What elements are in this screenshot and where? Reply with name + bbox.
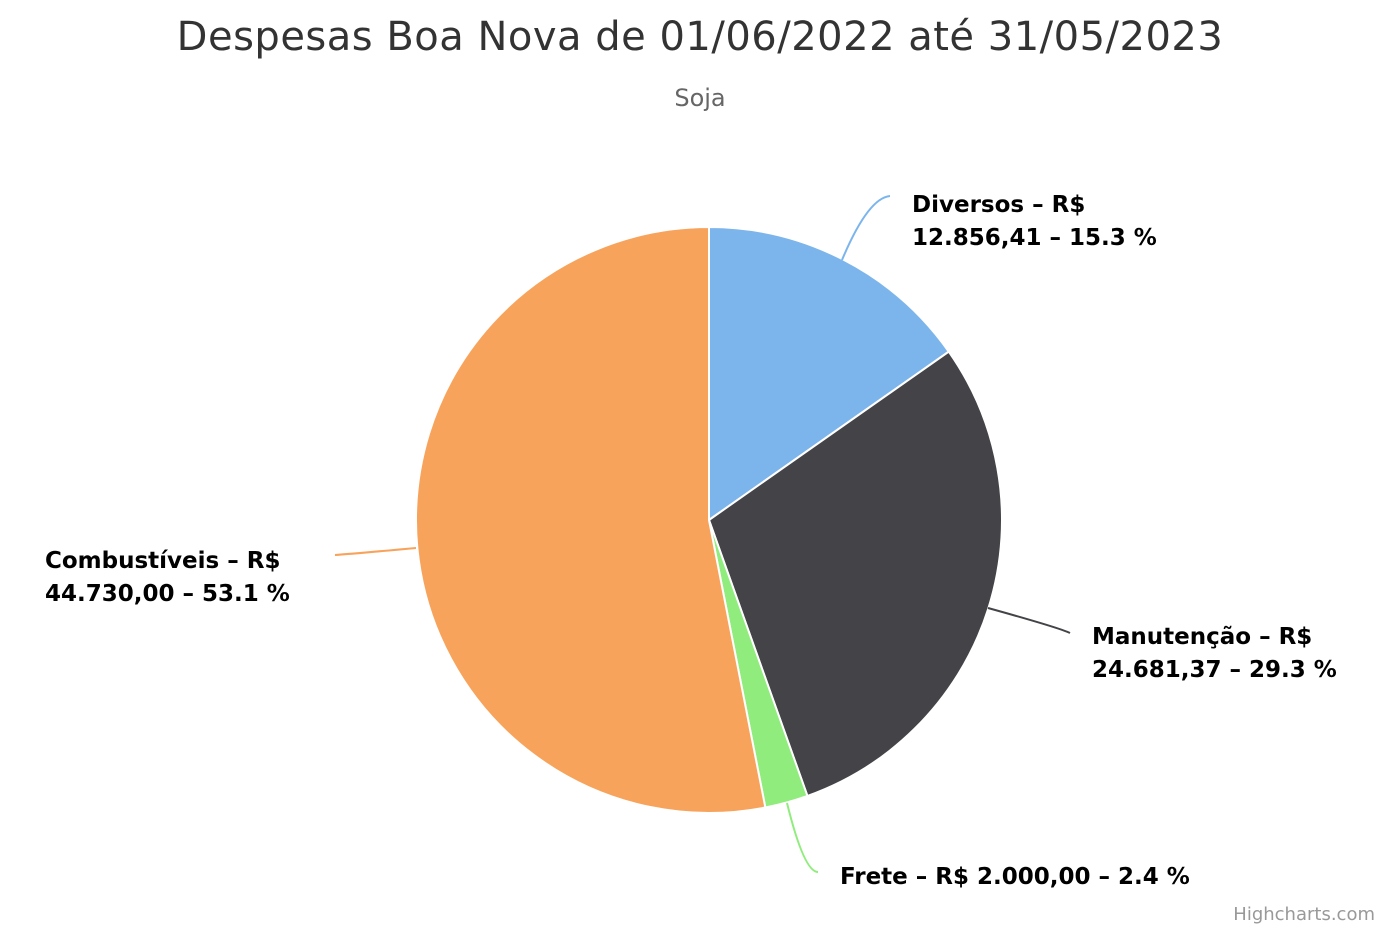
- data-label: Frete – R$ 2.000,00 – 2.4 %: [840, 864, 1190, 890]
- chart-subtitle: Soja: [674, 84, 726, 112]
- data-label-line: Manutenção – R$: [1092, 624, 1312, 650]
- data-label: Combustíveis – R$ 44.730,00 – 53.1 %: [45, 548, 290, 607]
- data-label-line: Diversos – R$: [912, 192, 1085, 218]
- data-label: Manutenção – R$ 24.681,37 – 29.3 %: [1092, 624, 1337, 683]
- pie-slice-combustiveis[interactable]: [415, 226, 767, 814]
- data-label-line: Combustíveis – R$: [45, 548, 280, 574]
- connector-line: [334, 547, 417, 556]
- data-label-line: Frete – R$ 2.000,00 – 2.4 %: [840, 864, 1190, 890]
- data-label-line: 44.730,00 – 53.1 %: [45, 581, 290, 607]
- connector-line: [841, 195, 891, 261]
- connector-line: [786, 802, 819, 873]
- data-label-line: 24.681,37 – 29.3 %: [1092, 657, 1337, 683]
- connector-line: [987, 607, 1071, 634]
- chart-title: Despesas Boa Nova de 01/06/2022 até 31/0…: [176, 14, 1224, 60]
- data-label: Diversos – R$ 12.856,41 – 15.3 %: [912, 192, 1157, 251]
- pie-slice-diversos[interactable]: [708, 226, 950, 521]
- credits-link[interactable]: Highcharts.com: [1233, 904, 1375, 925]
- data-label-line: 12.856,41 – 15.3 %: [912, 225, 1157, 251]
